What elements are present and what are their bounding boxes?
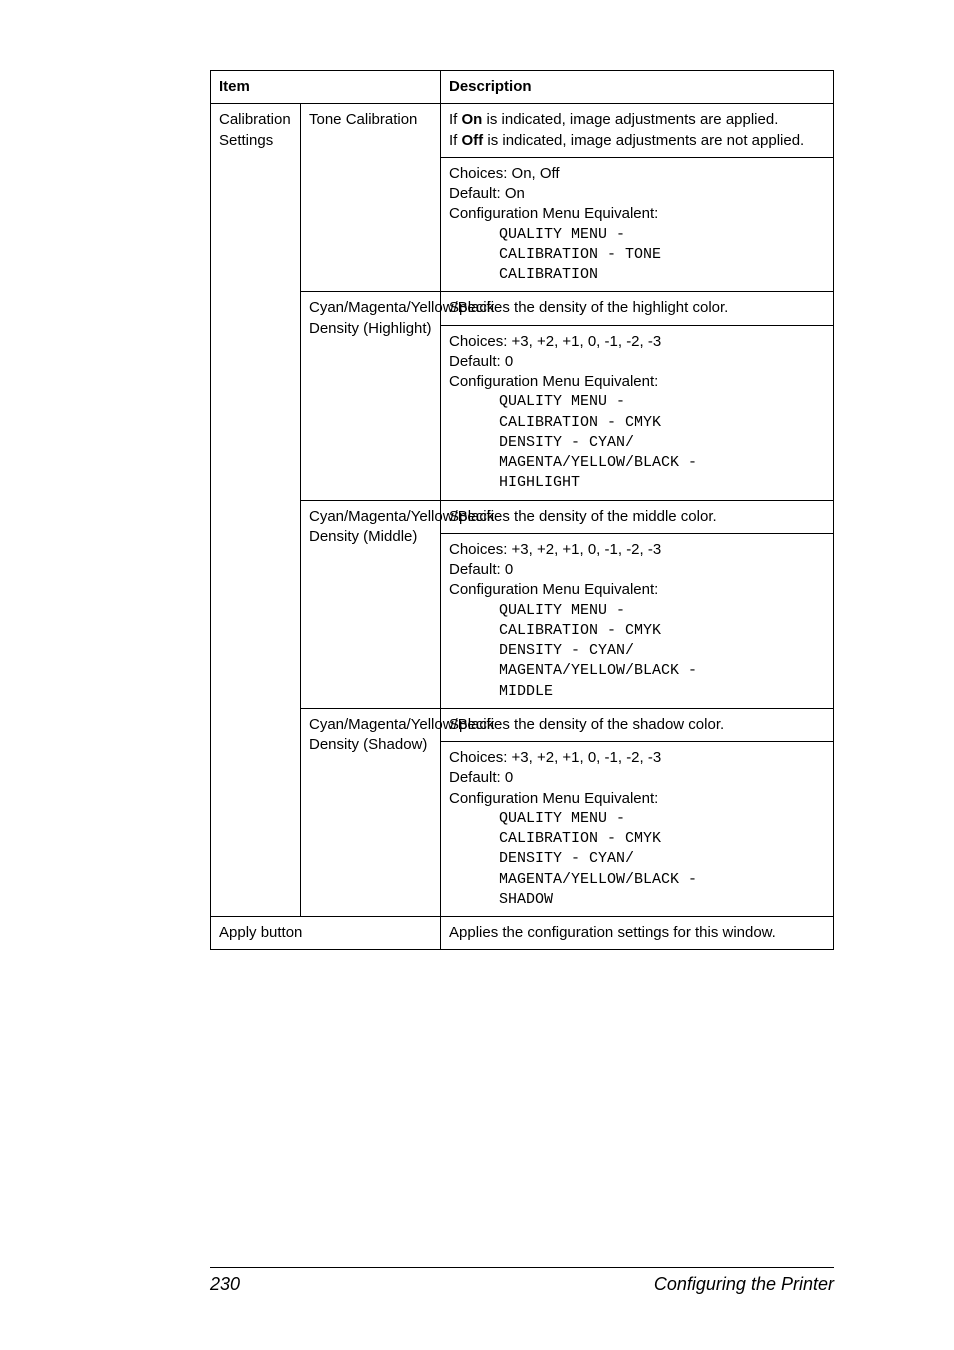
page-footer: 230 Configuring the Printer [210, 1267, 834, 1295]
mono-text: MAGENTA/YELLOW/BLACK - [449, 870, 825, 890]
page-number: 230 [210, 1274, 240, 1295]
mono-text: CALIBRATION - TONE [449, 245, 825, 265]
settings-table: Item Description Calibration Settings To… [210, 70, 834, 950]
tone-calibration-desc: If On is indicated, image adjustments ar… [441, 104, 834, 292]
middle-desc: Specifies the density of the middle colo… [441, 500, 834, 708]
header-item: Item [211, 71, 441, 104]
text: is indicated, image adjustments are appl… [482, 111, 778, 128]
text: Specifies the density of the highlight c… [449, 298, 825, 318]
mono-text: QUALITY MENU - [449, 392, 825, 412]
mono-text: MAGENTA/YELLOW/BLACK - [449, 453, 825, 473]
mono-text: SHADOW [449, 890, 825, 910]
tone-calibration-label: Tone Calibration [301, 104, 441, 292]
text: If [449, 132, 462, 149]
text: is indicated, image adjustments are not … [483, 132, 804, 149]
text: Specifies the density of the middle colo… [449, 507, 825, 527]
apply-button-desc: Applies the configuration settings for t… [441, 917, 834, 950]
text: Configuration Menu Equivalent: [449, 790, 658, 807]
mono-text: DENSITY - CYAN/ [449, 433, 825, 453]
header-description: Description [441, 71, 834, 104]
mono-text: MIDDLE [449, 682, 825, 702]
mono-text: CALIBRATION - CMYK [449, 829, 825, 849]
text: Default: 0 [449, 353, 513, 370]
text: Off [462, 132, 484, 149]
mono-text: QUALITY MENU - [449, 225, 825, 245]
text: Default: 0 [449, 561, 513, 578]
calibration-settings-label: Calibration Settings [211, 104, 301, 917]
text: Configuration Menu Equivalent: [449, 581, 658, 598]
text: If [449, 111, 462, 128]
text: Default: 0 [449, 769, 513, 786]
middle-label: Cyan/Magenta/Yellow/Black Density (Middl… [301, 500, 441, 708]
mono-text: HIGHLIGHT [449, 473, 825, 493]
text: Default: On [449, 185, 525, 202]
apply-button-label: Apply button [211, 917, 441, 950]
shadow-desc: Specifies the density of the shadow colo… [441, 708, 834, 916]
text: On [462, 111, 483, 128]
mono-text: DENSITY - CYAN/ [449, 641, 825, 661]
highlight-desc: Specifies the density of the highlight c… [441, 292, 834, 500]
text: Configuration Menu Equivalent: [449, 205, 658, 222]
mono-text: CALIBRATION - CMYK [449, 621, 825, 641]
mono-text: QUALITY MENU - [449, 809, 825, 829]
mono-text: MAGENTA/YELLOW/BLACK - [449, 661, 825, 681]
text: Choices: +3, +2, +1, 0, -1, -2, -3 [449, 333, 661, 350]
text: Choices: +3, +2, +1, 0, -1, -2, -3 [449, 541, 661, 558]
text: Configuration Menu Equivalent: [449, 373, 658, 390]
shadow-label: Cyan/Magenta/Yellow/Black Density (Shado… [301, 708, 441, 916]
text: Choices: +3, +2, +1, 0, -1, -2, -3 [449, 749, 661, 766]
mono-text: CALIBRATION - CMYK [449, 413, 825, 433]
mono-text: CALIBRATION [449, 265, 825, 285]
footer-title: Configuring the Printer [654, 1274, 834, 1295]
mono-text: DENSITY - CYAN/ [449, 849, 825, 869]
highlight-label: Cyan/Magenta/Yellow/Black Density (Highl… [301, 292, 441, 500]
mono-text: QUALITY MENU - [449, 601, 825, 621]
text: Specifies the density of the shadow colo… [449, 715, 825, 735]
text: Choices: On, Off [449, 165, 560, 182]
